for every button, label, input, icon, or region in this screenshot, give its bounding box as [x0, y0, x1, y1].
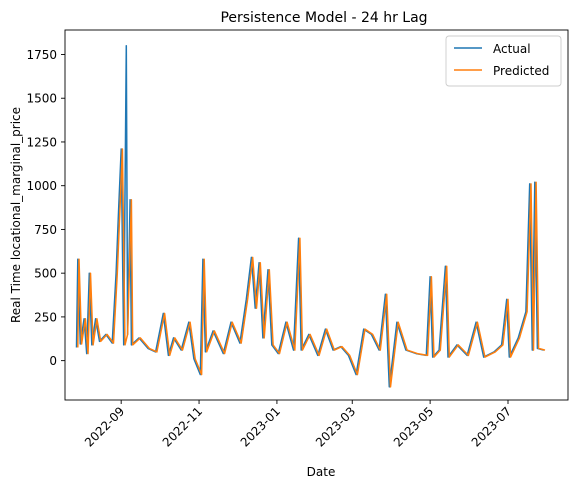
y-tick-label: 1000: [26, 179, 57, 193]
plot-area: [75, 44, 546, 388]
y-tick-label: 1750: [26, 48, 57, 62]
chart-title: Persistence Model - 24 hr Lag: [220, 10, 427, 26]
plot-frame: [64, 29, 569, 401]
y-axis: 0 250 500 750 1000 1250 1500 1750: [26, 48, 65, 368]
legend-label-actual: Actual: [493, 42, 531, 56]
series-line-predicted: [77, 148, 546, 388]
legend-label-predicted: Predicted: [493, 64, 549, 78]
y-axis-label: Real Time locational_marginal_price: [9, 107, 23, 323]
y-tick-label: 500: [34, 267, 57, 281]
legend: Actual Predicted: [445, 35, 562, 87]
y-tick-label: 250: [34, 310, 57, 324]
series-line-actual: [75, 44, 544, 388]
y-tick-label: 750: [34, 223, 57, 237]
y-tick-label: 0: [49, 354, 57, 368]
y-tick-label: 1500: [26, 92, 57, 106]
x-axis-label: Date: [307, 465, 336, 479]
y-tick-label: 1250: [26, 135, 57, 149]
